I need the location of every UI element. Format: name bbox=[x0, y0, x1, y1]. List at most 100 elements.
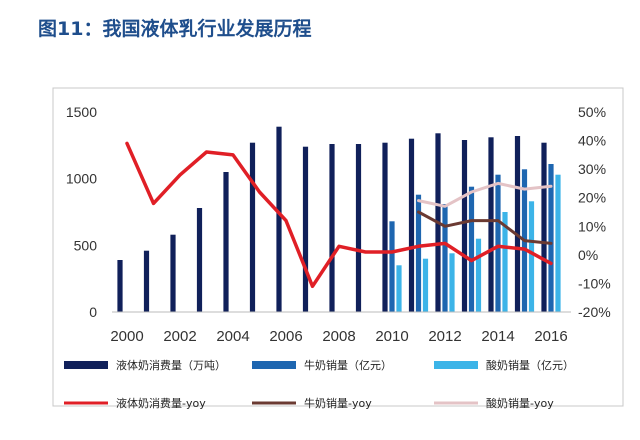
bar-s3-2015 bbox=[528, 201, 535, 312]
bar-s3-2010 bbox=[396, 265, 402, 312]
x-tick-2000: 2000 bbox=[110, 328, 143, 345]
bar-s1-2004 bbox=[223, 172, 229, 312]
line-series-1 bbox=[125, 141, 553, 289]
bar-s3-2013 bbox=[475, 238, 482, 312]
bar-s2-2010 bbox=[389, 221, 395, 312]
line-point-s1-2001 bbox=[152, 202, 155, 205]
legend-label-line-2: 牛奶销量-yoy bbox=[304, 396, 372, 410]
line-point-s3-2014 bbox=[497, 182, 499, 185]
x-tick-2010: 2010 bbox=[375, 328, 408, 345]
y-right-tick-20: 20% bbox=[578, 190, 606, 206]
x-tick-2008: 2008 bbox=[322, 328, 355, 345]
line-point-s3-2016 bbox=[550, 185, 552, 188]
line-point-s1-2008 bbox=[338, 245, 340, 248]
bar-s3-2011 bbox=[422, 258, 429, 312]
bar-s1-2015 bbox=[514, 136, 521, 312]
y-right-tick-40: 40% bbox=[578, 133, 606, 149]
bar-s1-2003 bbox=[196, 208, 203, 312]
line-point-s2-2011 bbox=[417, 211, 420, 213]
bar-s3-2014 bbox=[502, 212, 508, 312]
x-tick-2002: 2002 bbox=[163, 328, 196, 345]
y-left-tick-1500: 1500 bbox=[66, 104, 97, 120]
line-point-s1-2009 bbox=[364, 251, 367, 253]
line-point-s3-2013 bbox=[470, 191, 473, 193]
right-axis-ticks: 50% 40% 30% 20% 10% 0% -10% -20% bbox=[578, 104, 611, 320]
x-tick-2012: 2012 bbox=[428, 328, 461, 345]
line-point-s2-2014 bbox=[497, 219, 499, 222]
line-point-s1-2002 bbox=[179, 174, 181, 176]
y-right-tick-50: 50% bbox=[578, 104, 606, 120]
line-point-s1-2007 bbox=[311, 285, 314, 288]
legend-label-line-1: 液体奶消费量-yoy bbox=[116, 396, 206, 410]
figure-title: 图11：我国液体乳行业发展历程 bbox=[38, 18, 312, 40]
line-point-s2-2012 bbox=[444, 225, 446, 228]
legend-label-bar-1: 液体奶消费量（万吨） bbox=[116, 358, 226, 372]
bar-s1-2002 bbox=[170, 234, 176, 312]
y-left-tick-500: 500 bbox=[74, 237, 98, 253]
line-point-s2-2016 bbox=[550, 242, 552, 245]
line-point-s1-2016 bbox=[550, 262, 552, 265]
x-tick-2016: 2016 bbox=[534, 328, 567, 345]
chart-frame bbox=[52, 87, 624, 407]
bar-s1-2005 bbox=[249, 142, 256, 312]
bar-s1-2013 bbox=[461, 140, 468, 312]
bar-s2-2016 bbox=[548, 164, 554, 312]
line-point-s2-2015 bbox=[523, 239, 526, 242]
line-point-s1-2010 bbox=[391, 251, 393, 253]
line-series-3 bbox=[417, 181, 553, 208]
bar-layer bbox=[117, 126, 561, 312]
bar-s3-2016 bbox=[555, 174, 561, 312]
line-point-s1-2011 bbox=[417, 245, 420, 248]
y-right-tick-10: 10% bbox=[578, 218, 606, 234]
x-tick-2004: 2004 bbox=[216, 328, 249, 345]
bar-s2-2014 bbox=[495, 174, 501, 312]
line-point-s1-2005 bbox=[258, 191, 261, 193]
bar-s1-2010 bbox=[382, 142, 388, 312]
bar-s1-2014 bbox=[488, 137, 494, 312]
y-right-tick-neg20: -20% bbox=[578, 304, 611, 320]
x-tick-2014: 2014 bbox=[481, 328, 514, 345]
bar-s2-2013 bbox=[468, 186, 475, 312]
bar-s1-2009 bbox=[355, 144, 362, 312]
legend-label-bar-3: 酸奶销量（亿元） bbox=[486, 358, 574, 372]
line-point-s1-2003 bbox=[205, 151, 208, 153]
line-point-s3-2012 bbox=[444, 205, 446, 208]
line-point-s3-2011 bbox=[417, 199, 420, 202]
line-point-s2-2013 bbox=[470, 219, 473, 222]
legend: 液体奶消费量（万吨） 牛奶销量（亿元） 酸奶销量（亿元） 液体奶消费量-yoy 牛奶销量… bbox=[64, 358, 574, 410]
bar-s1-2011 bbox=[408, 138, 415, 312]
line-layer bbox=[125, 141, 553, 289]
line-point-s1-2000 bbox=[126, 142, 128, 145]
y-right-tick-30: 30% bbox=[578, 161, 606, 177]
y-right-tick-0: 0% bbox=[578, 247, 598, 263]
legend-label-bar-2: 牛奶销量（亿元） bbox=[304, 358, 392, 372]
x-tick-2006: 2006 bbox=[269, 328, 302, 345]
legend-swatch-bar-1 bbox=[64, 361, 108, 369]
bar-s1-2008 bbox=[329, 144, 335, 312]
line-point-s1-2004 bbox=[232, 154, 234, 156]
y-right-tick-neg10: -10% bbox=[578, 275, 611, 291]
left-axis-ticks: 1500 1000 500 0 bbox=[66, 104, 97, 320]
legend-swatch-bar-3 bbox=[434, 361, 478, 369]
line-point-s1-2013 bbox=[470, 259, 473, 262]
bar-s2-2011 bbox=[415, 194, 422, 312]
line-point-s1-2006 bbox=[285, 219, 287, 222]
bar-s1-2000 bbox=[117, 260, 123, 312]
bar-s1-2007 bbox=[302, 146, 309, 312]
bar-s1-2006 bbox=[276, 126, 282, 312]
line-point-s1-2012 bbox=[444, 242, 446, 245]
line-point-s3-2015 bbox=[523, 188, 526, 190]
line-point-s1-2014 bbox=[497, 245, 499, 248]
bar-s1-2001 bbox=[143, 250, 150, 312]
y-left-tick-1000: 1000 bbox=[66, 171, 97, 187]
legend-swatch-bar-2 bbox=[252, 361, 296, 369]
x-axis-ticks: 2000 2002 2004 2006 2008 2010 2012 2014 2016 bbox=[110, 328, 567, 345]
line-series-2 bbox=[417, 210, 553, 245]
bar-s2-2012 bbox=[442, 204, 448, 312]
line-point-s1-2015 bbox=[523, 248, 526, 250]
y-left-tick-0: 0 bbox=[89, 304, 97, 320]
bar-s1-2016 bbox=[541, 142, 547, 312]
bar-s3-2012 bbox=[449, 253, 455, 312]
legend-label-line-3: 酸奶销量-yoy bbox=[486, 396, 554, 410]
